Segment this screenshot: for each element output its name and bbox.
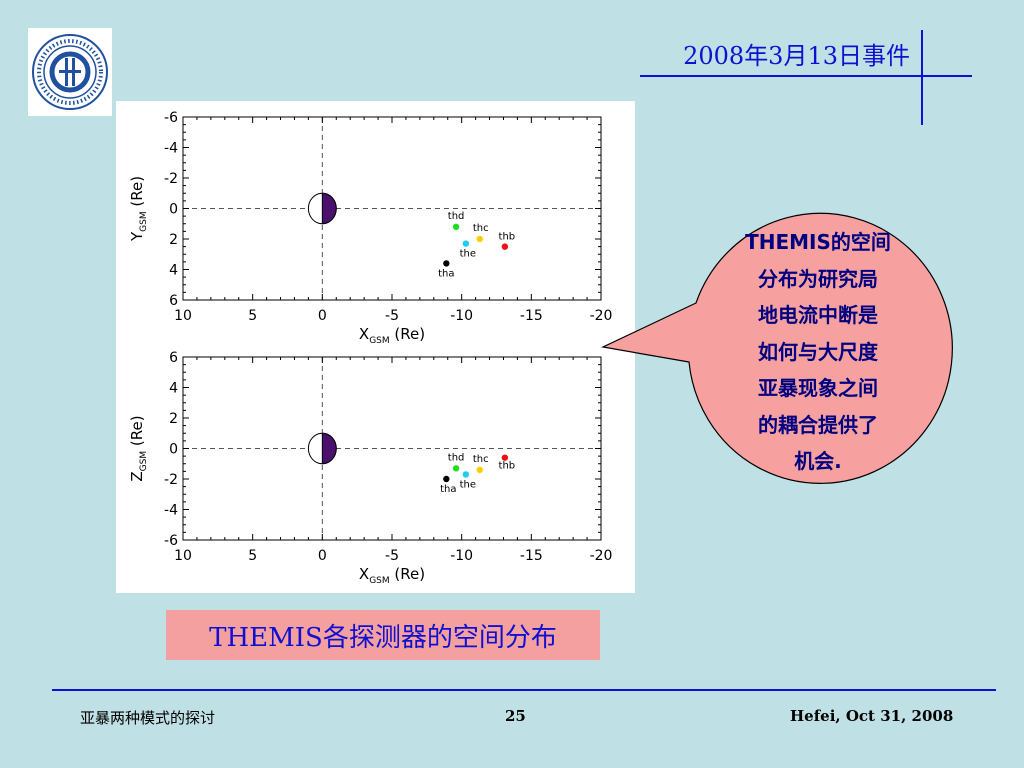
probe-point-thd <box>452 223 460 230</box>
footer-talk-title: 亚暴两种模式的探讨 <box>80 709 216 727</box>
ustc-logo-icon <box>32 34 108 110</box>
university-logo <box>28 28 112 116</box>
y-tick-label: -2 <box>164 472 178 488</box>
probe-label-thb: thb <box>499 461 516 472</box>
x-axis-label: XGSM (Re) <box>359 565 425 586</box>
callout-line: 分布为研究局 <box>758 266 878 291</box>
probe-label-the: the <box>460 479 476 490</box>
x-tick-label: -5 <box>385 308 399 324</box>
footer-page-number: 25 <box>505 707 526 725</box>
y-tick-label: -6 <box>164 533 178 549</box>
y-tick-label: -2 <box>164 171 178 187</box>
probe-point-thd <box>452 465 460 472</box>
probe-label-thd: thd <box>448 211 465 222</box>
y-tick-label: 0 <box>169 202 178 218</box>
probe-label-tha: tha <box>440 484 456 495</box>
title-vertical-rule <box>921 30 923 125</box>
x-tick-label: -15 <box>520 548 543 564</box>
probe-label-thb: thb <box>499 232 516 243</box>
earth-night-side <box>321 192 337 225</box>
probe-point-thb <box>501 454 509 461</box>
probe-label-thd: thd <box>448 452 465 463</box>
probe-point-thc <box>476 235 483 243</box>
y-tick-label: -4 <box>164 141 178 157</box>
y-axis-label: ZGSM (Re) <box>128 415 149 481</box>
probe-label-thc: thc <box>473 223 489 234</box>
y-tick-label: 2 <box>169 411 178 427</box>
probe-label-tha: tha <box>438 268 454 279</box>
x-tick-label: -10 <box>450 548 473 564</box>
x-tick-label: 0 <box>318 308 327 324</box>
title-horizontal-rule <box>640 75 972 77</box>
x-tick-label: -5 <box>385 548 399 564</box>
callout-line: 的耦合提供了 <box>758 412 878 437</box>
probe-label-the: the <box>460 249 476 260</box>
x-tick-label: -15 <box>520 308 543 324</box>
x-tick-label: -20 <box>590 548 613 564</box>
x-tick-label: 5 <box>248 308 257 324</box>
y-tick-label: 0 <box>169 442 178 458</box>
y-tick-label: 6 <box>169 293 178 309</box>
footer-rule <box>52 689 996 691</box>
caption-box: THEMIS各探测器的空间分布 <box>166 610 600 660</box>
x-tick-label: 5 <box>248 548 257 564</box>
probe-point-thc <box>476 466 483 474</box>
earth-night-side <box>321 432 337 465</box>
probe-point-the <box>462 471 470 478</box>
callout-line: 亚暴现象之间 <box>758 376 878 400</box>
x-tick-label: 0 <box>318 548 327 564</box>
callout-text: THEMIS的空间 分布为研究局 地电流中断是 如何与大尺度 亚暴现象之间 的耦… <box>718 224 918 480</box>
probe-point-thb <box>501 243 509 250</box>
chart-2: 10 5 0 -5 -10 -15 -20 6 4 2 0 -2 -4 -6 XGSM (Re) ZGSM (… <box>128 350 612 586</box>
x-tick-label: -10 <box>450 308 473 324</box>
y-tick-label: -4 <box>164 503 178 519</box>
probe-point-tha <box>443 260 450 267</box>
x-axis-label: XGSM (Re) <box>359 325 425 346</box>
y-tick-label: -6 <box>164 110 178 126</box>
callout-line: 机会. <box>794 449 842 473</box>
callout-line: 地电流中断是 <box>758 303 878 327</box>
y-tick-label: 6 <box>169 350 178 366</box>
probe-label-thc: thc <box>473 454 489 465</box>
probe-point-the <box>462 240 470 247</box>
slide-title: 2008年3月13日事件 <box>683 42 910 70</box>
y-tick-label: 4 <box>169 381 178 397</box>
callout-line: THEMIS的空间 <box>745 230 891 254</box>
y-tick-label: 2 <box>169 232 178 248</box>
x-tick-label: -20 <box>590 308 613 324</box>
callout-line: 如何与大尺度 <box>758 339 878 364</box>
probe-point-tha <box>443 475 450 483</box>
y-axis-label: YGSM (Re) <box>128 176 149 242</box>
x-tick-label: 10 <box>174 548 192 564</box>
footer-venue-date: Hefei, Oct 31, 2008 <box>790 707 954 725</box>
orbit-plot-panel: 10 5 0 -5 -10 -15 -20 -6 -4 -2 0 2 4 6 XGSM (Re) YGSM (… <box>116 101 635 593</box>
caption-text: THEMIS各探测器的空间分布 <box>209 622 557 653</box>
y-tick-label: 4 <box>169 263 178 279</box>
x-tick-label: 10 <box>174 308 192 324</box>
